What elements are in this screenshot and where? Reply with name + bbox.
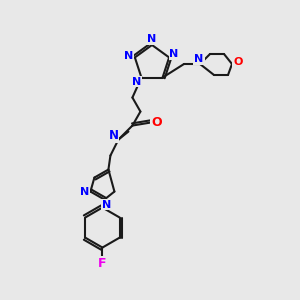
Text: N: N bbox=[169, 50, 179, 59]
Text: N: N bbox=[194, 54, 204, 64]
Text: N: N bbox=[124, 51, 134, 62]
Text: N: N bbox=[80, 187, 89, 196]
Text: O: O bbox=[151, 116, 162, 129]
Text: O: O bbox=[233, 57, 243, 67]
Text: N: N bbox=[108, 129, 118, 142]
Text: N: N bbox=[147, 34, 157, 44]
Text: N: N bbox=[132, 76, 141, 87]
Text: F: F bbox=[98, 257, 107, 270]
Text: N: N bbox=[102, 200, 111, 210]
